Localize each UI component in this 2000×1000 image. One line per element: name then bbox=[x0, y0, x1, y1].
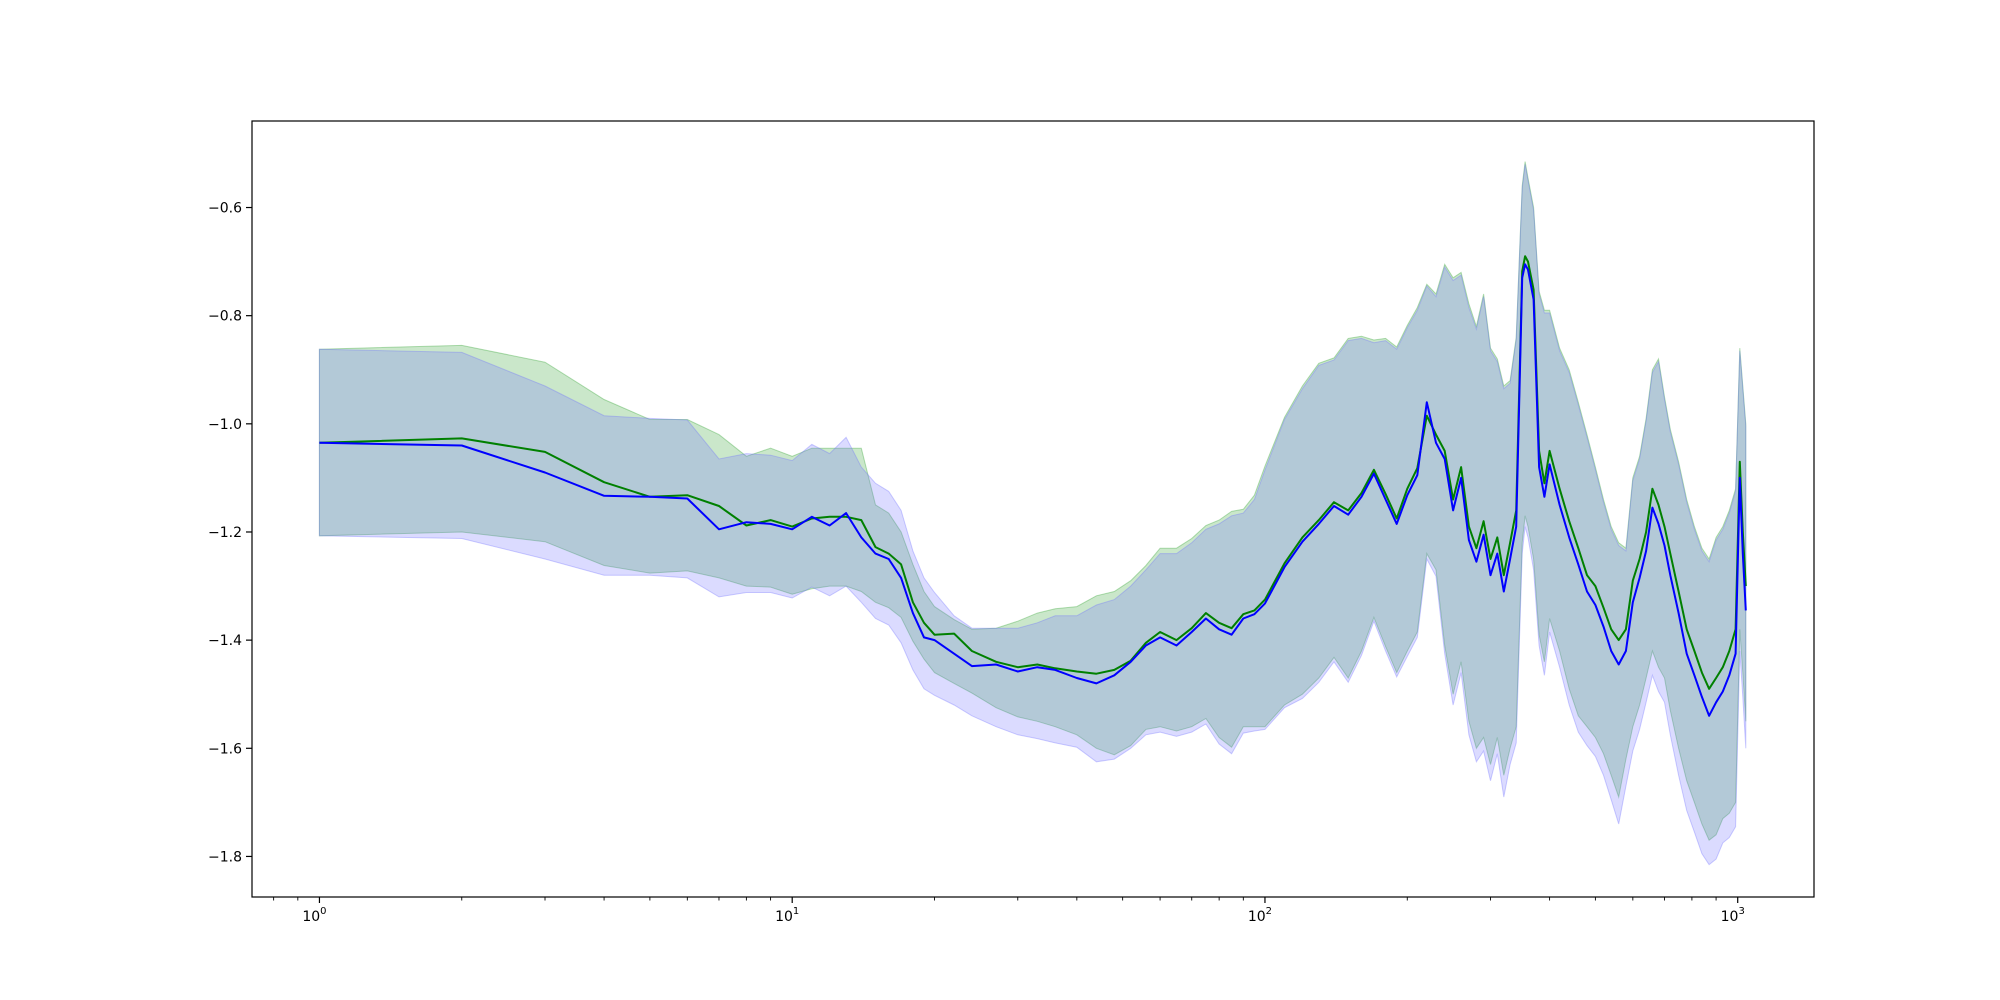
x-tick-exponent: 1 bbox=[793, 906, 799, 917]
x-tick-base: 10 bbox=[775, 909, 793, 925]
x-tick-base: 10 bbox=[1248, 909, 1266, 925]
x-tick-base: 10 bbox=[1721, 909, 1739, 925]
plot-frame bbox=[251, 120, 1815, 898]
series-1-line bbox=[319, 263, 1747, 717]
series-0-band bbox=[318, 161, 1747, 841]
series-0-line bbox=[319, 255, 1747, 690]
confidence-bands bbox=[318, 161, 1747, 866]
y-tick-label: −1.8 bbox=[208, 849, 242, 865]
y-axis: −0.6 −0.8 −1.0 −1.2 −1.4 −1.6 −1.8 bbox=[208, 201, 252, 865]
x-axis: 100 101 102 103 bbox=[273, 897, 1745, 925]
y-tick-label: −1.0 bbox=[208, 417, 242, 433]
x-tick-label: 100 bbox=[302, 906, 326, 925]
y-tick-label: −1.2 bbox=[208, 525, 242, 541]
x-tick-exponent: 2 bbox=[1266, 906, 1272, 917]
series-1-band bbox=[318, 164, 1747, 866]
x-tick-exponent: 3 bbox=[1738, 906, 1744, 917]
mean-lines bbox=[319, 255, 1747, 717]
y-tick-label: −0.8 bbox=[208, 309, 242, 325]
y-tick-label: −1.4 bbox=[208, 633, 242, 649]
x-tick-exponent: 0 bbox=[320, 906, 326, 917]
x-tick-label: 101 bbox=[775, 906, 799, 925]
y-tick-label: −0.6 bbox=[208, 201, 242, 217]
x-tick-base: 10 bbox=[302, 909, 320, 925]
x-tick-label: 102 bbox=[1248, 906, 1272, 925]
y-tick-label: −1.6 bbox=[208, 741, 242, 757]
x-tick-label: 103 bbox=[1721, 906, 1745, 925]
